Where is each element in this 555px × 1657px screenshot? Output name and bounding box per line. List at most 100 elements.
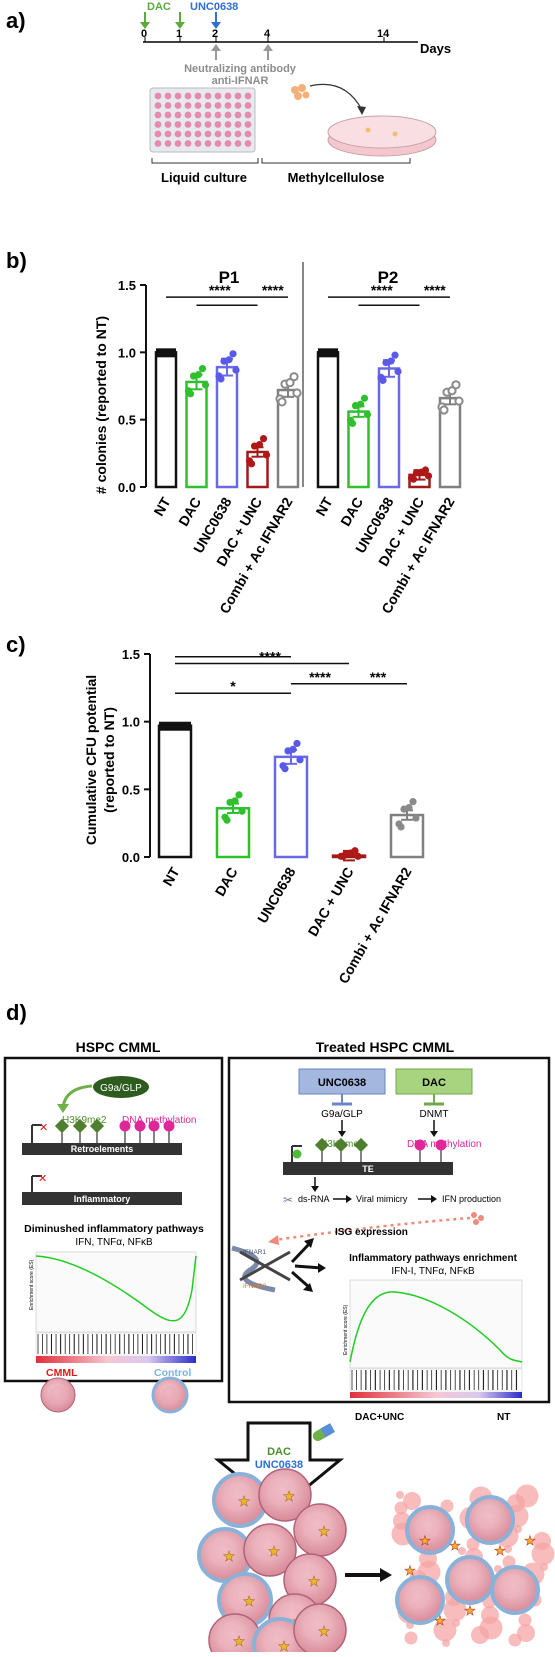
ifn-particles-icon <box>471 1212 484 1225</box>
blocked-promoter-icon: ✕ ✕ <box>31 1122 48 1192</box>
down-arrows <box>338 1120 438 1137</box>
pill-icon <box>312 1423 336 1441</box>
panel-b-chart: b) # colonies (reported to NT) 0.0 0.5 1.0… <box>6 248 464 616</box>
inflam-blob <box>531 1542 555 1566</box>
well <box>224 111 232 119</box>
data-point <box>225 356 233 364</box>
data-point <box>186 390 195 398</box>
inflam-blob <box>403 1492 421 1510</box>
significance-label: * <box>230 678 236 694</box>
data-point <box>277 397 287 407</box>
retroelements-bar <box>22 1143 182 1155</box>
gsea-plot-right: Enrichment score (ES) <box>343 1279 523 1398</box>
methyl-brace <box>261 158 411 164</box>
data-point <box>217 375 225 383</box>
data-point <box>235 791 243 799</box>
data-point <box>424 472 433 480</box>
well <box>164 140 172 147</box>
significance-label: **** <box>209 282 231 298</box>
meth-circle <box>119 1120 131 1132</box>
h3k9-diamond <box>72 1118 88 1134</box>
dac-arrow-icon <box>140 12 185 29</box>
dna-meth-label-left: DNA methylation <box>122 1115 196 1126</box>
well <box>184 140 192 147</box>
dnmt-label: DNMT <box>420 1109 449 1120</box>
panel-c-ylabel-1: Cumulative CFU potential <box>83 675 99 845</box>
well <box>224 140 232 147</box>
well <box>154 92 162 100</box>
ifn-production-label: IFN production <box>442 1194 501 1204</box>
data-point <box>391 351 399 359</box>
data-point <box>326 349 333 356</box>
data-point <box>439 405 449 415</box>
well <box>214 111 222 119</box>
inflam-blob <box>518 1613 532 1627</box>
star-icon: ★ <box>524 1533 536 1548</box>
data-point <box>289 372 299 382</box>
well <box>244 92 252 100</box>
data-point <box>339 852 347 860</box>
cell-nucleus <box>263 1630 289 1656</box>
well <box>174 140 182 147</box>
well <box>204 130 212 138</box>
data-point <box>348 419 357 428</box>
cell-nucleus <box>406 1587 428 1609</box>
inflam-blob <box>442 1639 450 1647</box>
cell-nucleus <box>293 1565 319 1591</box>
dac-box-label: DAC <box>422 1077 446 1089</box>
meth-circle <box>134 1120 146 1132</box>
well <box>244 140 252 147</box>
well <box>214 140 222 147</box>
well <box>154 111 162 119</box>
left-box <box>3 1056 224 1383</box>
well <box>204 102 212 109</box>
panel-c: c) Cumulative CFU potential (reported to… <box>0 620 555 990</box>
bar-nt <box>316 351 340 489</box>
category-label: DAC + UNC <box>304 865 356 939</box>
data-point <box>409 475 418 483</box>
es-axis-left: Enrichment score (ES) <box>29 1259 35 1310</box>
well-plate-icon <box>149 87 256 153</box>
data-point <box>451 380 461 390</box>
y-tick-label: 0.5 <box>118 413 136 428</box>
ifnar2-label: IFNAR2 <box>243 1283 267 1290</box>
data-point <box>360 394 369 402</box>
category-label: NT <box>159 864 182 889</box>
h3k9-diamond <box>314 1137 330 1153</box>
well <box>184 102 192 109</box>
arrow-dac-label: DAC <box>267 1446 291 1458</box>
inflam-blob <box>515 1484 539 1508</box>
category-label: NT <box>150 494 173 519</box>
group-label: P2 <box>378 268 399 287</box>
tick-1: 1 <box>176 28 182 40</box>
retroelements-label: Retroelements <box>71 1144 134 1154</box>
cell-nucleus <box>218 1625 244 1651</box>
cell-nucleus <box>253 1535 279 1561</box>
unc-box <box>298 1068 386 1095</box>
y-tick-label: 1.0 <box>122 715 140 730</box>
cell-nucleus <box>223 1485 249 1511</box>
data-point <box>285 378 295 388</box>
category-label: UNC0638 <box>254 864 299 925</box>
category-label: NT <box>312 494 335 519</box>
meth-circle <box>163 1120 175 1132</box>
te-bar <box>283 1162 453 1175</box>
data-point <box>412 814 420 822</box>
data-point <box>164 349 171 356</box>
well <box>204 121 212 128</box>
inflamed-cells-cluster: ★★ ★★★★★ <box>391 1484 555 1647</box>
cell-nucleus <box>303 1615 329 1641</box>
well <box>194 140 202 147</box>
scissors-icon: ✂ <box>283 1193 293 1207</box>
category-label: DAC <box>337 495 366 529</box>
data-point <box>292 388 302 398</box>
dac-timeline-label: DAC <box>147 1 171 13</box>
dsrna-label: ds-RNA <box>298 1194 330 1204</box>
inflam-blob <box>540 1563 548 1571</box>
h3k9-diamond <box>54 1118 70 1134</box>
left-title: HSPC CMML <box>76 1039 161 1055</box>
well <box>234 121 242 128</box>
well <box>164 130 172 138</box>
tick-0: 0 <box>141 28 147 40</box>
antibody-label-1: Neutralizing antibody <box>184 63 297 75</box>
